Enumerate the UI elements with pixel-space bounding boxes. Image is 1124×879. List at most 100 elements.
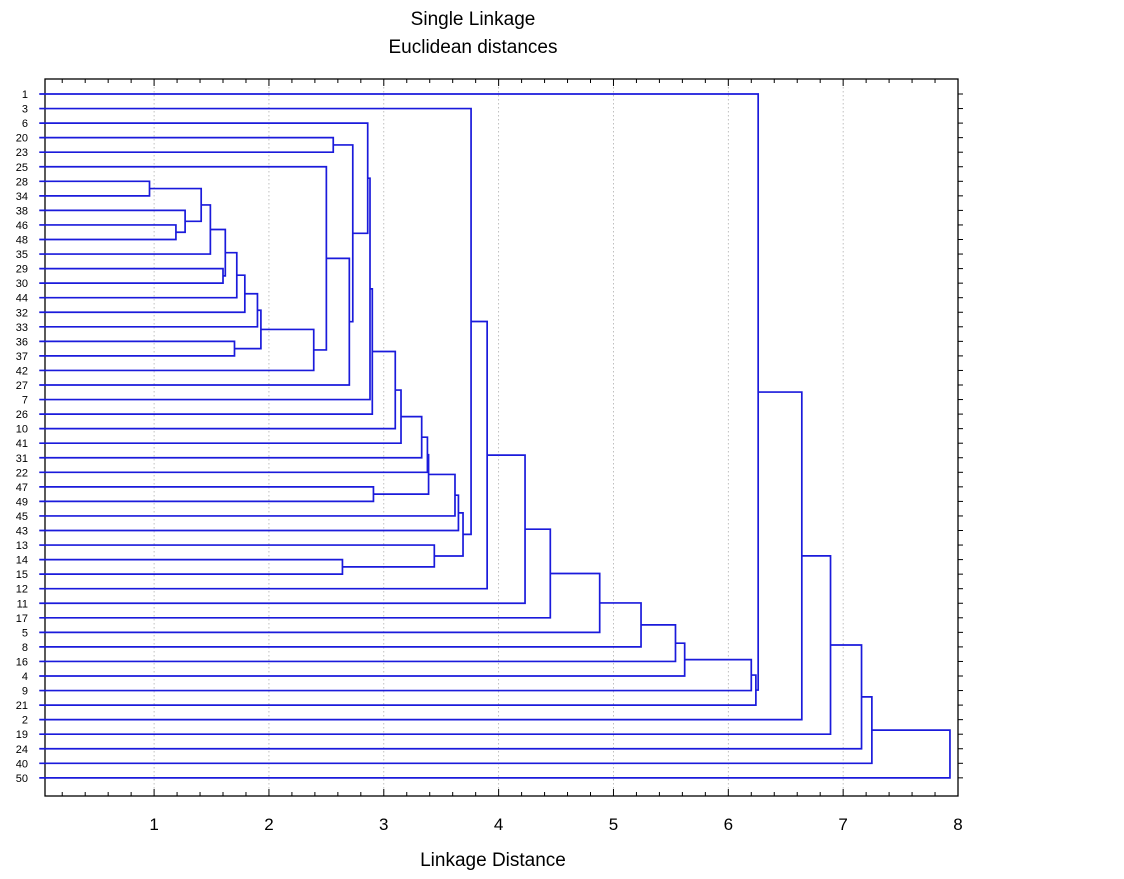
leaf-label-33: 33 — [16, 322, 28, 334]
plot-frame — [44, 78, 959, 797]
x-tick-label-4: 4 — [494, 815, 503, 834]
link-merge-39 — [39, 642, 686, 677]
chart-title-line-2: Euclidean distances — [389, 37, 558, 58]
leaf-label-32: 32 — [16, 307, 28, 319]
leaf-label-35: 35 — [16, 249, 28, 261]
leaf-label-12: 12 — [16, 584, 28, 596]
link-merge-15 — [39, 136, 335, 154]
link-merge-9 — [39, 274, 246, 314]
leaf-label-25: 25 — [16, 162, 28, 174]
link-merge-22 — [39, 389, 402, 445]
link-merge-27 — [39, 473, 456, 517]
leaf-label-8: 8 — [22, 642, 28, 654]
leaf-label-16: 16 — [16, 656, 28, 668]
link-merge-14 — [39, 165, 328, 351]
link-merge-46 — [39, 696, 873, 765]
gridlines — [153, 79, 844, 796]
link-merge-44 — [39, 554, 832, 736]
leaf-label-23: 23 — [16, 147, 28, 159]
link-merge-24 — [39, 436, 429, 474]
link-merge-4 — [149, 187, 203, 223]
leaf-label-26: 26 — [16, 409, 28, 421]
leaf-label-13: 13 — [16, 540, 28, 552]
link-merge-12 — [234, 309, 262, 350]
link-merge-28 — [39, 494, 460, 532]
leaf-label-5: 5 — [22, 627, 28, 639]
x-tick-label-7: 7 — [838, 815, 847, 834]
link-merge-35 — [39, 528, 552, 619]
link-merge-30 — [39, 544, 436, 568]
leaf-label-29: 29 — [16, 264, 28, 276]
link-merge-20 — [39, 288, 374, 415]
leaf-label-44: 44 — [16, 293, 28, 305]
link-merge-2 — [39, 224, 177, 241]
leaf-label-4: 4 — [22, 671, 28, 683]
link-merge-40 — [39, 658, 753, 692]
leaf-label-20: 20 — [16, 133, 28, 145]
link-merge-26 — [373, 453, 430, 495]
link-merge-8 — [39, 251, 238, 299]
leaf-label-22: 22 — [16, 467, 28, 479]
link-merge-45 — [39, 644, 863, 750]
leaf-label-41: 41 — [16, 438, 28, 450]
x-tick-label-8: 8 — [953, 815, 962, 834]
link-merge-32 — [39, 107, 472, 536]
link-merge-34 — [39, 454, 526, 605]
link-merge-10 — [39, 340, 236, 357]
x-tick-label-3: 3 — [379, 815, 388, 834]
axis-ticks — [40, 79, 963, 796]
link-merge-18 — [39, 122, 369, 235]
link-merge-38 — [39, 624, 677, 663]
x-tick-label-2: 2 — [264, 815, 273, 834]
leaf-label-21: 21 — [16, 700, 28, 712]
leaf-label-49: 49 — [16, 496, 28, 508]
x-tick-labels: 1 2 3 4 5 6 7 8 — [149, 815, 962, 834]
leaf-label-34: 34 — [16, 191, 28, 203]
link-merge-29 — [39, 558, 344, 575]
leaf-label-45: 45 — [16, 511, 28, 523]
leaf-label-3: 3 — [22, 104, 28, 116]
link-merge-47 — [39, 729, 951, 779]
leaf-label-24: 24 — [16, 744, 28, 756]
link-merge-7 — [210, 228, 227, 277]
leaf-label-9: 9 — [22, 686, 28, 698]
link-merge-16 — [39, 257, 351, 386]
link-merge-1 — [39, 180, 151, 197]
link-merge-3 — [39, 209, 186, 234]
leaf-label-46: 46 — [16, 220, 28, 232]
leaf-label-31: 31 — [16, 453, 28, 465]
link-merge-11 — [39, 292, 259, 328]
chart-title-line-1: Single Linkage — [411, 9, 536, 30]
leaf-label-2: 2 — [22, 715, 28, 727]
leaf-label-10: 10 — [16, 424, 28, 436]
dendrogram-links — [39, 93, 951, 779]
leaf-label-50: 50 — [16, 773, 28, 785]
leaf-label-28: 28 — [16, 176, 28, 188]
link-merge-33 — [39, 320, 488, 590]
leaf-label-14: 14 — [16, 555, 28, 567]
leaf-label-27: 27 — [16, 380, 28, 392]
link-merge-42 — [39, 93, 760, 691]
leaf-label-43: 43 — [16, 526, 28, 538]
leaf-label-40: 40 — [16, 758, 28, 770]
leaf-label-48: 48 — [16, 235, 28, 247]
leaf-label-30: 30 — [16, 278, 28, 290]
leaf-label-42: 42 — [16, 365, 28, 377]
leaf-labels: 1362023252834384648352930443233363742277… — [16, 89, 28, 785]
link-merge-23 — [39, 415, 423, 459]
link-merge-25 — [39, 486, 375, 503]
leaf-label-7: 7 — [22, 395, 28, 407]
link-merge-19 — [39, 177, 371, 401]
leaf-label-17: 17 — [16, 613, 28, 625]
link-merge-43 — [39, 391, 803, 721]
leaf-label-11: 11 — [17, 598, 28, 610]
x-axis-label: Linkage Distance — [420, 850, 566, 871]
x-tick-label-5: 5 — [609, 815, 618, 834]
link-merge-13 — [39, 328, 315, 372]
link-merge-21 — [39, 350, 397, 430]
leaf-label-1: 1 — [22, 89, 28, 101]
x-tick-label-1: 1 — [149, 815, 158, 834]
leaf-label-15: 15 — [16, 569, 28, 581]
leaf-label-37: 37 — [16, 351, 28, 363]
